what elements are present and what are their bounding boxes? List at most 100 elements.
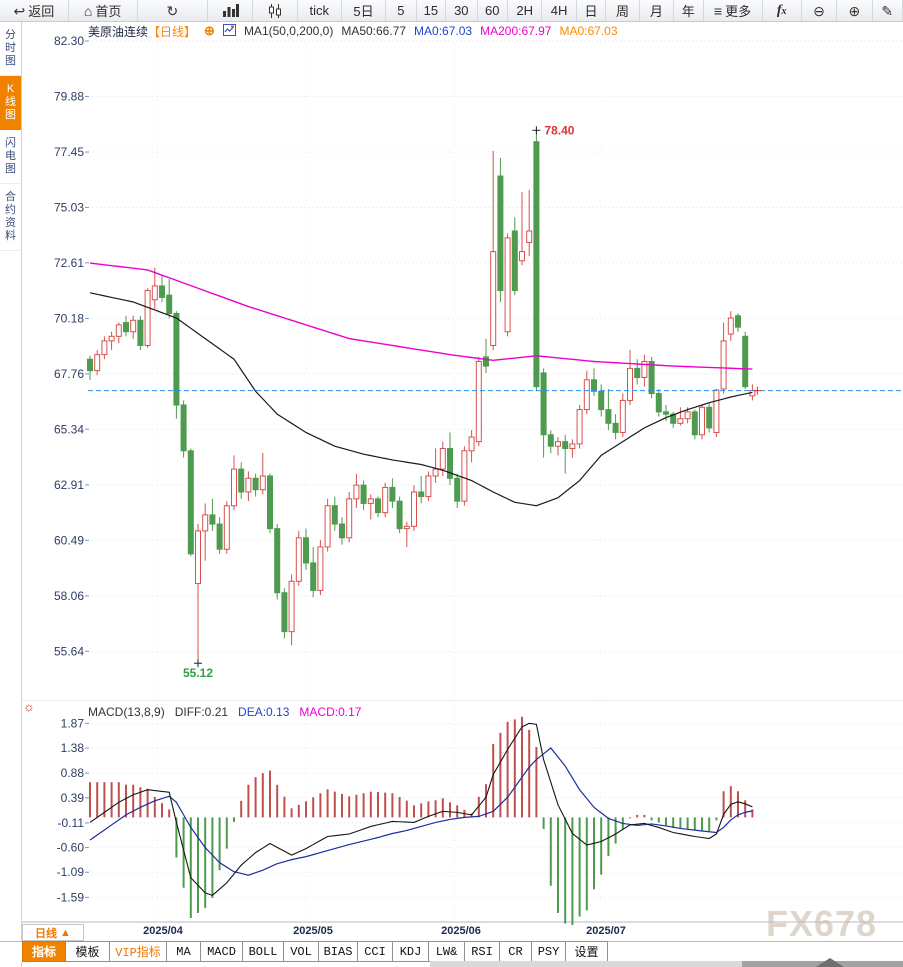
toolbar-item-candle-chart[interactable]: [253, 0, 298, 21]
ma-settings: MA1(50,0,200,0): [243, 24, 334, 38]
back-icon: ↩: [13, 2, 26, 19]
toolbar-item-label: 2H: [516, 3, 533, 18]
toolbar-item-60[interactable]: 60: [478, 0, 508, 21]
svg-text:1.38: 1.38: [61, 741, 85, 755]
svg-text:60.49: 60.49: [54, 533, 84, 547]
svg-text:62.91: 62.91: [54, 478, 84, 492]
toolbar-item-label: 更多: [725, 4, 752, 19]
zoom-in-icon: ⊕: [848, 2, 861, 19]
toolbar-item-15[interactable]: 15: [417, 0, 447, 21]
period-label: 【日线】: [148, 24, 197, 39]
toolbar-item-week[interactable]: 周: [606, 0, 640, 21]
toolbar-item-zoom-out[interactable]: ⊖: [802, 0, 838, 21]
toolbar-item-day[interactable]: 日: [577, 0, 607, 21]
toolbar-item-5[interactable]: 5: [386, 0, 417, 21]
toolbar-item-2h[interactable]: 2H: [508, 0, 543, 21]
svg-text:70.18: 70.18: [54, 311, 84, 325]
toolbar-item-label: 15: [423, 3, 439, 18]
tab-cci[interactable]: CCI: [358, 941, 393, 962]
x-axis-label: 2025/07: [586, 925, 626, 937]
more-icon: ≡: [713, 2, 723, 19]
toolbar-item-more[interactable]: ≡ 更多: [704, 0, 763, 21]
toolbar-item-30[interactable]: 30: [446, 0, 478, 21]
tab-settings[interactable]: 设置: [566, 941, 608, 962]
scroll-up-triangle-icon[interactable]: [816, 958, 844, 967]
draw-icon: ✎: [881, 2, 894, 19]
price-chart-canvas[interactable]: 82.30 79.88 77.45 75.03 72.61 70.18 67.76 65.34…: [22, 22, 903, 925]
refresh-icon: ↻: [166, 2, 179, 19]
sidebar-item-char: 资: [5, 217, 16, 229]
svg-text:1.87: 1.87: [61, 716, 85, 730]
toolbar-item-refresh[interactable]: ↻: [138, 0, 209, 21]
tab-bias[interactable]: BIAS: [319, 941, 358, 962]
toolbar-item-home[interactable]: ⌂ 首页: [69, 0, 138, 21]
sidebar-item-char: 图: [5, 55, 16, 67]
sidebar-item-char: 图: [5, 109, 16, 121]
ma50-value: MA50:66.77: [341, 24, 407, 38]
toolbar-item-label: 5日: [353, 4, 374, 19]
tab-indicator[interactable]: 指标: [22, 941, 66, 962]
tab-vol[interactable]: VOL: [284, 941, 319, 962]
tab-kdj[interactable]: KDJ: [393, 941, 429, 962]
tab-ma[interactable]: MA: [167, 941, 201, 962]
home-icon: ⌂: [83, 2, 93, 19]
toolbar-item-year[interactable]: 年: [674, 0, 704, 21]
toolbar-item-bar-chart[interactable]: [208, 0, 254, 21]
svg-text:-1.09: -1.09: [57, 865, 85, 879]
macd-macd-value: MACD:0.17: [299, 704, 362, 719]
circle-plus-icon[interactable]: ⊕: [204, 23, 215, 38]
candlestick-icon: [268, 3, 281, 18]
toolbar-item-tick[interactable]: tick: [298, 0, 342, 21]
sidebar-item-lightning-chart[interactable]: 闪电图: [0, 130, 21, 184]
tab-vip-indicator[interactable]: VIP指标: [110, 941, 167, 962]
x-axis-label: 2025/06: [441, 925, 481, 937]
svg-text:0.88: 0.88: [61, 766, 85, 780]
toolbar-item-label: 周: [615, 4, 629, 19]
tab-template[interactable]: 模板: [66, 941, 110, 962]
period-selector-label: 日线: [35, 927, 58, 940]
horizontal-scrollbar-track[interactable]: [430, 961, 903, 967]
bar-chart-icon: [222, 4, 239, 17]
chart-type-icon[interactable]: [222, 23, 236, 39]
tab-boll[interactable]: BOLL: [243, 941, 284, 962]
fx678-watermark: FX678: [766, 903, 878, 944]
fx-icon: fx: [776, 2, 787, 18]
svg-text:75.03: 75.03: [54, 200, 84, 214]
toolbar-item-draw[interactable]: ✎: [873, 0, 903, 21]
toolbar-item-back[interactable]: ↩ 返回: [0, 0, 69, 21]
sidebar-item-time-chart[interactable]: 分时图: [0, 22, 21, 76]
sidebar-item-char: 图: [5, 163, 16, 175]
tab-cr[interactable]: CR: [500, 941, 532, 962]
zoom-out-icon: ⊖: [813, 2, 825, 19]
x-axis-label: 2025/04: [143, 925, 183, 937]
svg-text:-0.11: -0.11: [58, 816, 85, 830]
toolbar-item-month[interactable]: 月: [640, 0, 675, 21]
toolbar-item-4h[interactable]: 4H: [542, 0, 577, 21]
svg-text:67.76: 67.76: [54, 367, 84, 381]
tab-lwr[interactable]: LW&: [429, 941, 465, 962]
sidebar-item-char: 合: [5, 191, 16, 203]
svg-text:-1.59: -1.59: [57, 890, 85, 904]
toolbar-item-label: 首页: [95, 4, 122, 19]
indicator-tabs: 指标 模板 VIP指标 MA MACD BOLL VOL BIAS CCI KDJ LW& RSI CR…: [22, 941, 608, 962]
toolbar-item-5d[interactable]: 5日: [342, 0, 387, 21]
sidebar-item-char: 闪: [5, 137, 16, 149]
sidebar-item-contract-info[interactable]: 合约资料: [0, 184, 21, 251]
svg-text:58.06: 58.06: [54, 589, 84, 603]
macd-settings-icon[interactable]: ☼: [23, 699, 35, 714]
period-selector[interactable]: 日线 ▲: [22, 924, 84, 941]
tab-macd[interactable]: MACD: [201, 941, 243, 962]
sidebar-item-char: 时: [5, 42, 16, 54]
macd-dea-value: DEA:0.13: [238, 704, 290, 719]
top-toolbar: ↩ 返回 ⌂ 首页 ↻ tick 5日 5 15 30 60 2H 4H 日周月年 ≡ 更多 fx ⊖ ⊕ ✎: [0, 0, 903, 22]
toolbar-item-label: 4H: [550, 3, 568, 18]
toolbar-item-zoom-in[interactable]: ⊕: [837, 0, 873, 21]
x-axis-label: 2025/05: [293, 925, 333, 937]
toolbar-item-fx[interactable]: fx: [763, 0, 802, 21]
svg-text:72.61: 72.61: [54, 256, 84, 270]
tab-rsi[interactable]: RSI: [465, 941, 500, 962]
svg-text:77.45: 77.45: [54, 145, 84, 159]
tab-psy[interactable]: PSY: [532, 941, 566, 962]
svg-text:0.39: 0.39: [61, 791, 85, 805]
